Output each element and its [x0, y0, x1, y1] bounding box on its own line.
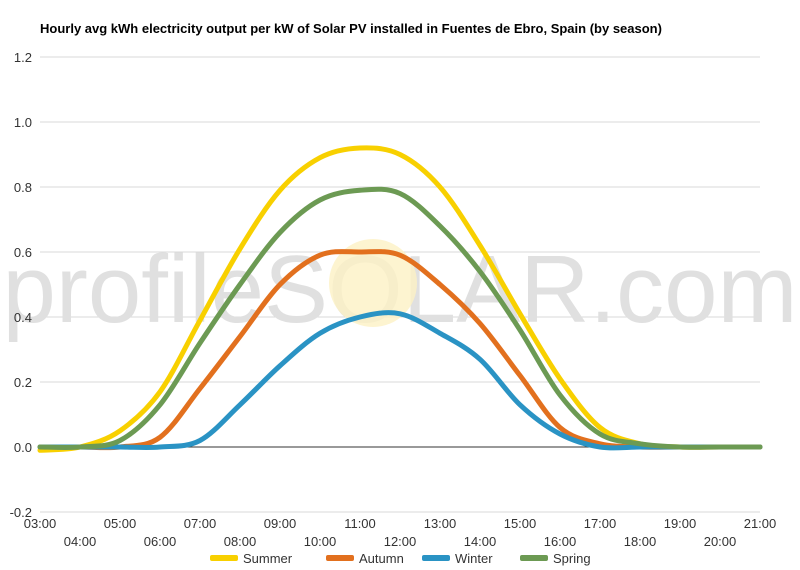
- legend-label-autumn: Autumn: [359, 551, 404, 566]
- x-tick-label: 21:00: [744, 516, 777, 531]
- x-tick-label: 20:00: [704, 534, 737, 549]
- y-tick-label: 0.2: [14, 375, 32, 390]
- x-tick-label: 09:00: [264, 516, 297, 531]
- y-tick-label: 0.6: [14, 245, 32, 260]
- legend-swatch-autumn: [326, 555, 354, 561]
- legend-label-summer: Summer: [243, 551, 293, 566]
- series-line-winter: [37, 310, 763, 451]
- x-tick-label: 03:00: [24, 516, 57, 531]
- x-axis-ticks: 03:00 04:00 05:00 06:00 07:00 08:00 09:00 10:00…: [24, 516, 777, 549]
- y-tick-label: 1.0: [14, 115, 32, 130]
- y-axis-ticks: -0.2 0.0 0.2 0.4 0.6 0.8 1.0 1.2: [10, 50, 32, 520]
- x-tick-label: 16:00: [544, 534, 577, 549]
- series-line-spring: [37, 186, 763, 450]
- x-tick-label: 04:00: [64, 534, 97, 549]
- x-tick-label: 12:00: [384, 534, 417, 549]
- x-tick-label: 13:00: [424, 516, 457, 531]
- legend-swatch-summer: [210, 555, 238, 561]
- y-tick-label: 1.2: [14, 50, 32, 65]
- legend-swatch-spring: [520, 555, 548, 561]
- x-tick-label: 15:00: [504, 516, 537, 531]
- legend: Summer Autumn Winter Spring: [210, 551, 591, 566]
- legend-label-spring: Spring: [553, 551, 591, 566]
- x-tick-label: 17:00: [584, 516, 617, 531]
- x-tick-label: 06:00: [144, 534, 177, 549]
- x-tick-label: 19:00: [664, 516, 697, 531]
- y-tick-label: 0.8: [14, 180, 32, 195]
- y-tick-label: -0.2: [10, 505, 32, 520]
- x-tick-label: 18:00: [624, 534, 657, 549]
- x-tick-label: 14:00: [464, 534, 497, 549]
- legend-label-winter: Winter: [455, 551, 493, 566]
- x-tick-label: 07:00: [184, 516, 217, 531]
- x-tick-label: 05:00: [104, 516, 137, 531]
- x-tick-label: 08:00: [224, 534, 257, 549]
- y-tick-label: 0.0: [14, 440, 32, 455]
- series-lines: [37, 145, 763, 453]
- chart-title: Hourly avg kWh electricity output per kW…: [40, 21, 662, 36]
- y-tick-label: 0.4: [14, 310, 32, 325]
- legend-swatch-winter: [422, 555, 450, 561]
- watermark-sun-icon: [329, 239, 417, 327]
- x-tick-label: 11:00: [344, 516, 376, 531]
- x-tick-label: 10:00: [304, 534, 337, 549]
